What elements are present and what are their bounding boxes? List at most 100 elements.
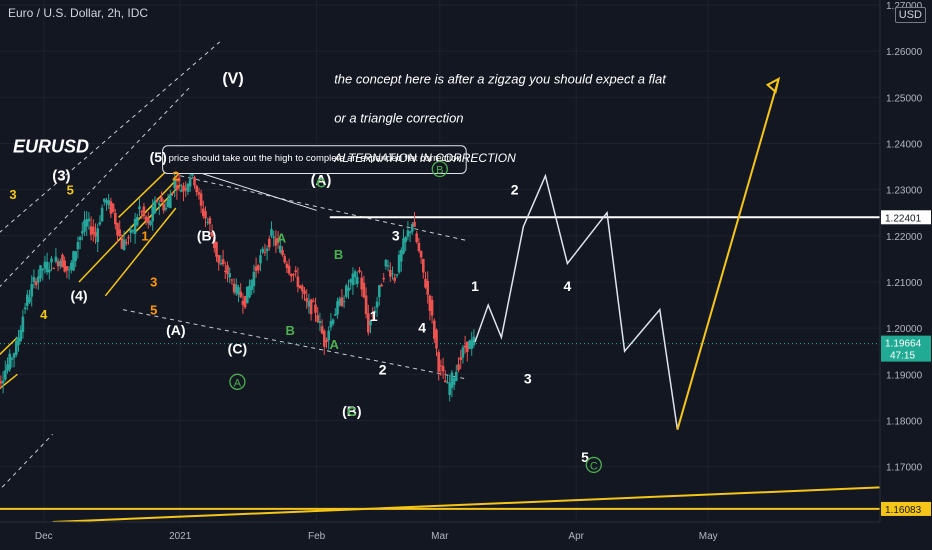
candle-body bbox=[367, 313, 370, 333]
candle-body bbox=[384, 259, 388, 267]
candle-body bbox=[241, 300, 245, 305]
candle-body bbox=[1, 380, 5, 384]
candle-body bbox=[107, 200, 110, 206]
candle-body bbox=[162, 204, 165, 211]
candle-body bbox=[59, 260, 62, 267]
symbol-label[interactable]: Euro / U.S. Dollar, 2h, IDC bbox=[8, 6, 149, 20]
candle-body bbox=[39, 265, 42, 279]
time-tick-label: Feb bbox=[308, 531, 326, 542]
countdown-text: 47:15 bbox=[890, 351, 915, 362]
candle-body bbox=[250, 280, 253, 290]
wave-label: B bbox=[286, 323, 295, 338]
candle-body bbox=[230, 279, 234, 281]
candle-body bbox=[228, 273, 231, 278]
price-tag-text: 1.16083 bbox=[885, 505, 922, 516]
candle-body bbox=[32, 276, 36, 282]
subchannel-line bbox=[0, 373, 18, 390]
price-tick-label: 1.25000 bbox=[886, 93, 923, 104]
candle-body bbox=[208, 218, 212, 224]
candle-body bbox=[10, 358, 14, 360]
candle-body bbox=[78, 236, 82, 241]
candle-body bbox=[314, 304, 317, 313]
candle-body bbox=[166, 198, 170, 207]
wave-label: 2 bbox=[379, 361, 387, 377]
candle-body bbox=[408, 231, 412, 234]
candle-body bbox=[301, 285, 304, 292]
candle-body bbox=[316, 315, 319, 322]
wave-label: 4 bbox=[418, 320, 426, 336]
candle-body bbox=[116, 223, 119, 236]
channel-trendline bbox=[180, 175, 467, 241]
note-line-3: ALTERNATION IN CORRECTION bbox=[333, 151, 516, 165]
candle-body bbox=[430, 299, 434, 316]
candle-body bbox=[237, 287, 240, 295]
candle-body bbox=[397, 254, 401, 273]
candle-body bbox=[353, 271, 357, 278]
candle-body bbox=[439, 365, 443, 367]
candle-body bbox=[444, 380, 447, 383]
candle-body bbox=[127, 237, 130, 239]
candle-body bbox=[342, 301, 346, 303]
candle-body bbox=[177, 177, 181, 182]
wave-label: 5 bbox=[581, 449, 589, 465]
wave-label: (V) bbox=[222, 70, 243, 87]
candle-body bbox=[463, 345, 467, 348]
candle-body bbox=[296, 276, 300, 287]
last-price-tag bbox=[881, 335, 931, 362]
callout-pointer bbox=[202, 173, 317, 211]
candle-body bbox=[452, 378, 456, 385]
candle-body bbox=[274, 238, 278, 246]
candle-body bbox=[72, 251, 75, 271]
candle-body bbox=[226, 265, 229, 274]
candle-body bbox=[12, 353, 16, 358]
candle-body bbox=[96, 228, 99, 243]
candle-body bbox=[105, 200, 108, 204]
note-line-1: the concept here is after a zigzag you s… bbox=[334, 71, 667, 86]
candle-body bbox=[279, 245, 282, 253]
wave-label: (5) bbox=[150, 149, 167, 165]
candle-body bbox=[323, 330, 326, 347]
candle-body bbox=[89, 226, 93, 235]
candle-body bbox=[210, 232, 214, 237]
candle-body bbox=[406, 230, 410, 237]
candle-body bbox=[435, 329, 438, 349]
candle-body bbox=[184, 188, 187, 190]
candle-body bbox=[336, 301, 339, 315]
candle-body bbox=[257, 265, 260, 271]
candle-body bbox=[17, 337, 20, 346]
candle-body bbox=[180, 189, 183, 192]
candle-body bbox=[265, 248, 269, 252]
circled-wave-label: A bbox=[234, 377, 242, 389]
wave-label: C bbox=[347, 404, 357, 419]
candle-body bbox=[375, 301, 379, 308]
candle-body bbox=[400, 249, 403, 262]
price-axis-panel bbox=[880, 0, 932, 550]
candle-body bbox=[65, 266, 69, 271]
candle-body bbox=[417, 243, 421, 251]
time-tick-label: Dec bbox=[35, 531, 53, 542]
candle-body bbox=[118, 229, 121, 237]
candle-body bbox=[441, 365, 445, 372]
candle-body bbox=[290, 274, 293, 277]
candle-body bbox=[52, 268, 55, 270]
candle-body bbox=[188, 179, 192, 187]
candle-body bbox=[360, 277, 363, 290]
wave-label: (C) bbox=[228, 341, 247, 357]
candle-body bbox=[252, 271, 256, 287]
candle-body bbox=[6, 364, 9, 371]
candle-body bbox=[144, 216, 148, 222]
price-tick-label: 1.20000 bbox=[886, 324, 923, 335]
candle-body bbox=[169, 194, 172, 209]
candle-body bbox=[259, 255, 262, 264]
candle-body bbox=[371, 315, 374, 317]
candle-body bbox=[386, 265, 390, 267]
candle-body bbox=[395, 274, 399, 276]
candle-body bbox=[54, 256, 58, 262]
currency-badge[interactable]: USD bbox=[894, 7, 926, 23]
wave-label: (B) bbox=[342, 403, 361, 419]
candle-body bbox=[369, 320, 372, 326]
candle-body bbox=[356, 277, 359, 284]
candle-body bbox=[76, 242, 80, 250]
candle-body bbox=[175, 185, 179, 190]
